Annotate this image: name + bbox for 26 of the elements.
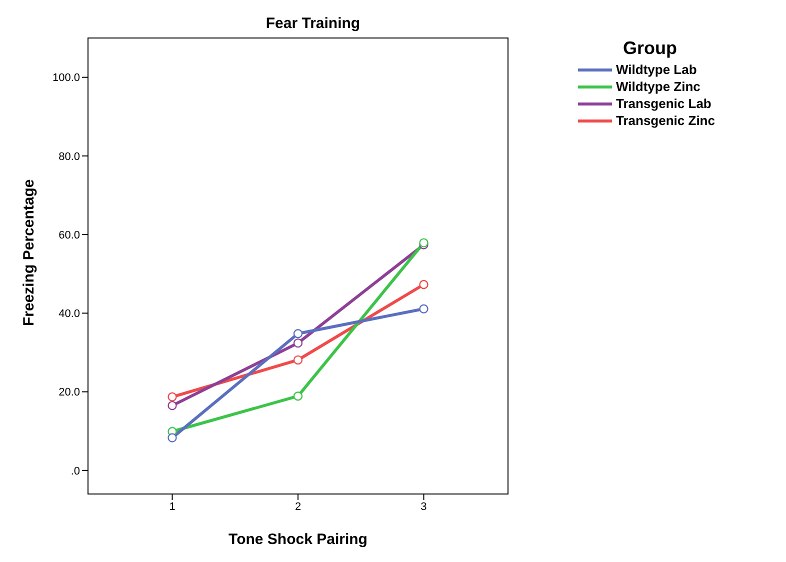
x-tick-label: 3 [420,500,427,513]
point [168,392,177,402]
point [293,392,303,401]
y-tick-label: 20.0 [58,386,80,399]
x-tick-label: 1 [169,500,176,513]
y-tick-label: 100.0 [52,72,80,84]
legend-label: Wildtype Zinc [616,78,700,95]
legend-label: Wildtype Lab [616,61,697,78]
x-axis-title: Tone Shock Pairing [228,531,368,548]
y-tick-label: 60.0 [58,229,80,242]
y-tick-label: .0 [70,465,80,478]
y-axis-title: Freezing Percentage [20,179,38,326]
point [293,329,303,338]
legend-label: Transgenic Lab [616,95,712,112]
point [293,338,303,348]
legend-title: Group [622,38,678,59]
point [293,355,303,365]
point [168,400,177,410]
point [168,433,177,442]
y-tick-label: 80.0 [58,150,80,163]
legend-label: Transgenic Zinc [616,112,715,129]
point [419,280,428,290]
x-tick-label: 2 [294,500,302,513]
point [419,304,428,314]
chart-title: Fear Training [266,15,360,32]
y-tick-label: 40.0 [58,308,80,320]
